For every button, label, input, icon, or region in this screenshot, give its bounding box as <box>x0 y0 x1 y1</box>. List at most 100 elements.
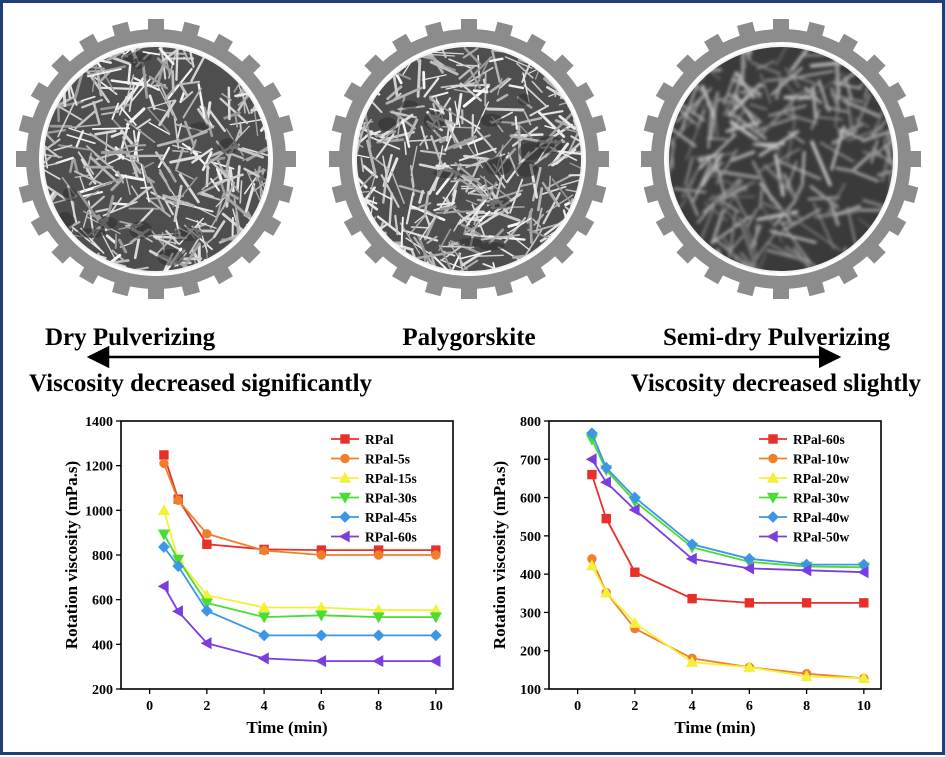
data-point <box>431 656 440 666</box>
data-point <box>202 606 212 616</box>
x-tick-label: 6 <box>318 699 325 714</box>
y-tick-label: 100 <box>520 683 541 698</box>
legend-item: RPal-30w <box>759 491 849 506</box>
y-tick-label: 400 <box>520 568 541 583</box>
x-tick-label: 0 <box>574 699 581 714</box>
y-tick-label: 300 <box>520 606 541 621</box>
data-point <box>160 459 168 467</box>
x-tick-label: 10 <box>429 699 443 714</box>
legend-label: RPal-20w <box>793 471 849 486</box>
legend-item: RPal-5s <box>331 452 410 467</box>
y-tick-label: 700 <box>520 453 541 468</box>
legend-item: RPal-15s <box>331 471 417 486</box>
y-tick-label: 600 <box>92 594 113 609</box>
data-point <box>341 435 349 443</box>
legend-label: RPal-15s <box>365 471 417 486</box>
data-point <box>601 477 610 487</box>
data-point <box>802 599 810 607</box>
x-tick-label: 0 <box>146 699 153 714</box>
data-point <box>203 530 211 538</box>
legend: RPal-60s RPal-10w RPal-20w RPal-30w RPal-40w… <box>759 432 849 545</box>
data-point <box>631 568 639 576</box>
data-point <box>602 514 610 522</box>
x-tick-label: 2 <box>631 699 638 714</box>
legend-item: RPal-60s <box>331 530 417 545</box>
y-tick-label: 400 <box>92 638 113 653</box>
legend-label: RPal-40w <box>793 510 849 525</box>
x-tick-label: 4 <box>689 699 696 714</box>
legend-item: RPal-45s <box>331 510 417 525</box>
data-point <box>373 656 382 666</box>
data-point <box>159 505 169 514</box>
data-point <box>259 630 269 640</box>
legend-item: RPal-30s <box>331 491 417 506</box>
data-point <box>203 540 211 548</box>
data-point <box>588 470 596 478</box>
data-point <box>341 454 349 462</box>
data-point <box>768 512 778 522</box>
x-tick-label: 4 <box>261 699 268 714</box>
x-tick-label: 10 <box>857 699 871 714</box>
x-tick-label: 8 <box>803 699 810 714</box>
data-point <box>768 531 777 541</box>
data-point <box>159 581 168 591</box>
legend-label: RPal-60s <box>793 432 845 447</box>
caption-semi-dry-pulverizing: Semi-dry Pulverizing <box>663 324 891 351</box>
data-point <box>745 599 753 607</box>
data-point <box>373 630 383 640</box>
legend-label: RPal-30s <box>365 491 417 506</box>
data-point <box>860 599 868 607</box>
data-point <box>259 653 268 663</box>
figure-canvas: Dry Pulverizing Palygorskite Semi-dry Pu… <box>3 3 942 752</box>
legend-label: RPal <box>365 432 394 447</box>
legend-label: RPal-5s <box>365 452 410 467</box>
y-tick-label: 200 <box>92 683 113 698</box>
legend-label: RPal-45s <box>365 510 417 525</box>
x-tick-label: 6 <box>746 699 753 714</box>
data-point <box>317 551 325 559</box>
data-point <box>340 512 350 522</box>
series-rpal-45s <box>159 542 441 641</box>
data-point <box>587 454 596 464</box>
legend-item: RPal-10w <box>759 452 849 467</box>
y-tick-label: 800 <box>92 549 113 564</box>
data-point <box>160 451 168 459</box>
legend-item: RPal <box>331 432 394 447</box>
y-tick-label: 1400 <box>85 415 113 430</box>
legend-item: RPal-50w <box>759 530 849 545</box>
legend-label: RPal-50w <box>793 530 849 545</box>
y-tick-label: 1000 <box>85 504 113 519</box>
x-tick-label: 2 <box>203 699 210 714</box>
x-axis-title: Time (min) <box>674 718 755 737</box>
data-point <box>432 551 440 559</box>
y-tick-label: 600 <box>520 492 541 507</box>
data-point <box>688 594 696 602</box>
legend-label: RPal-30w <box>793 491 849 506</box>
data-point <box>174 496 182 504</box>
y-tick-label: 200 <box>520 645 541 660</box>
caption-viscosity-decreased-slightly: Viscosity decreased slightly <box>631 370 922 397</box>
legend-label: RPal-60s <box>365 530 417 545</box>
y-tick-label: 1200 <box>85 460 113 475</box>
legend-label: RPal-10w <box>793 452 849 467</box>
legend: RPal RPal-5s RPal-15s RPal-30s RPal-45s RPal-… <box>331 432 417 545</box>
gear-semi-dry-pulverizing <box>641 19 921 299</box>
data-point <box>316 656 325 666</box>
data-point <box>316 630 326 640</box>
caption-viscosity-decreased-significantly: Viscosity decreased significantly <box>29 370 373 397</box>
gear-palygorskite <box>329 19 609 299</box>
data-point <box>173 606 182 616</box>
gears-layer <box>16 19 921 299</box>
legend-item: RPal-40w <box>759 510 849 525</box>
y-axis-title: Rotation viscosity (mPa.s) <box>62 461 81 649</box>
data-point <box>769 454 777 462</box>
gear-dry-pulverizing <box>16 19 296 299</box>
data-point <box>431 630 441 640</box>
data-point <box>340 531 349 541</box>
y-tick-label: 800 <box>520 415 541 430</box>
caption-dry-pulverizing: Dry Pulverizing <box>45 324 216 351</box>
y-axis-title: Rotation viscosity (mPa.s) <box>490 461 509 649</box>
x-tick-label: 8 <box>375 699 382 714</box>
